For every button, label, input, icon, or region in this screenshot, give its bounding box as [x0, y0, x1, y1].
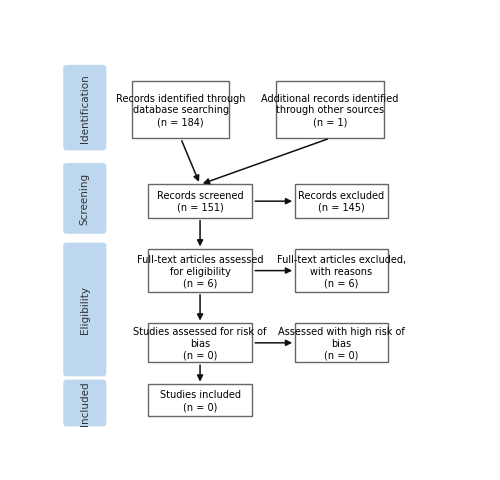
FancyBboxPatch shape: [295, 185, 388, 218]
Text: Additional records identified
through other sources
(n = 1): Additional records identified through ot…: [261, 94, 398, 127]
FancyBboxPatch shape: [64, 164, 106, 234]
Text: Identification: Identification: [80, 74, 90, 143]
FancyBboxPatch shape: [132, 82, 229, 139]
Text: Studies included
(n = 0): Studies included (n = 0): [160, 390, 240, 411]
FancyBboxPatch shape: [148, 250, 252, 292]
FancyBboxPatch shape: [64, 243, 106, 377]
Text: Full-text articles assessed
for eligibility
(n = 6): Full-text articles assessed for eligibil…: [137, 254, 264, 288]
FancyBboxPatch shape: [148, 324, 252, 362]
FancyBboxPatch shape: [64, 380, 106, 426]
Text: Full-text articles excluded,
with reasons
(n = 6): Full-text articles excluded, with reason…: [277, 254, 406, 288]
Text: Included: Included: [80, 381, 90, 425]
FancyBboxPatch shape: [148, 384, 252, 416]
FancyBboxPatch shape: [276, 82, 384, 139]
Text: Eligibility: Eligibility: [80, 286, 90, 334]
FancyBboxPatch shape: [295, 250, 388, 292]
Text: Screening: Screening: [80, 173, 90, 225]
Text: Records excluded
(n = 145): Records excluded (n = 145): [298, 191, 384, 213]
FancyBboxPatch shape: [148, 185, 252, 218]
FancyBboxPatch shape: [295, 324, 388, 362]
Text: Records identified through
database searching
(n = 184): Records identified through database sear…: [116, 94, 246, 127]
FancyBboxPatch shape: [64, 66, 106, 151]
Text: Assessed with high risk of
bias
(n = 0): Assessed with high risk of bias (n = 0): [278, 326, 405, 360]
Text: Records screened
(n = 151): Records screened (n = 151): [157, 191, 244, 213]
Text: Studies assessed for risk of
bias
(n = 0): Studies assessed for risk of bias (n = 0…: [134, 326, 267, 360]
